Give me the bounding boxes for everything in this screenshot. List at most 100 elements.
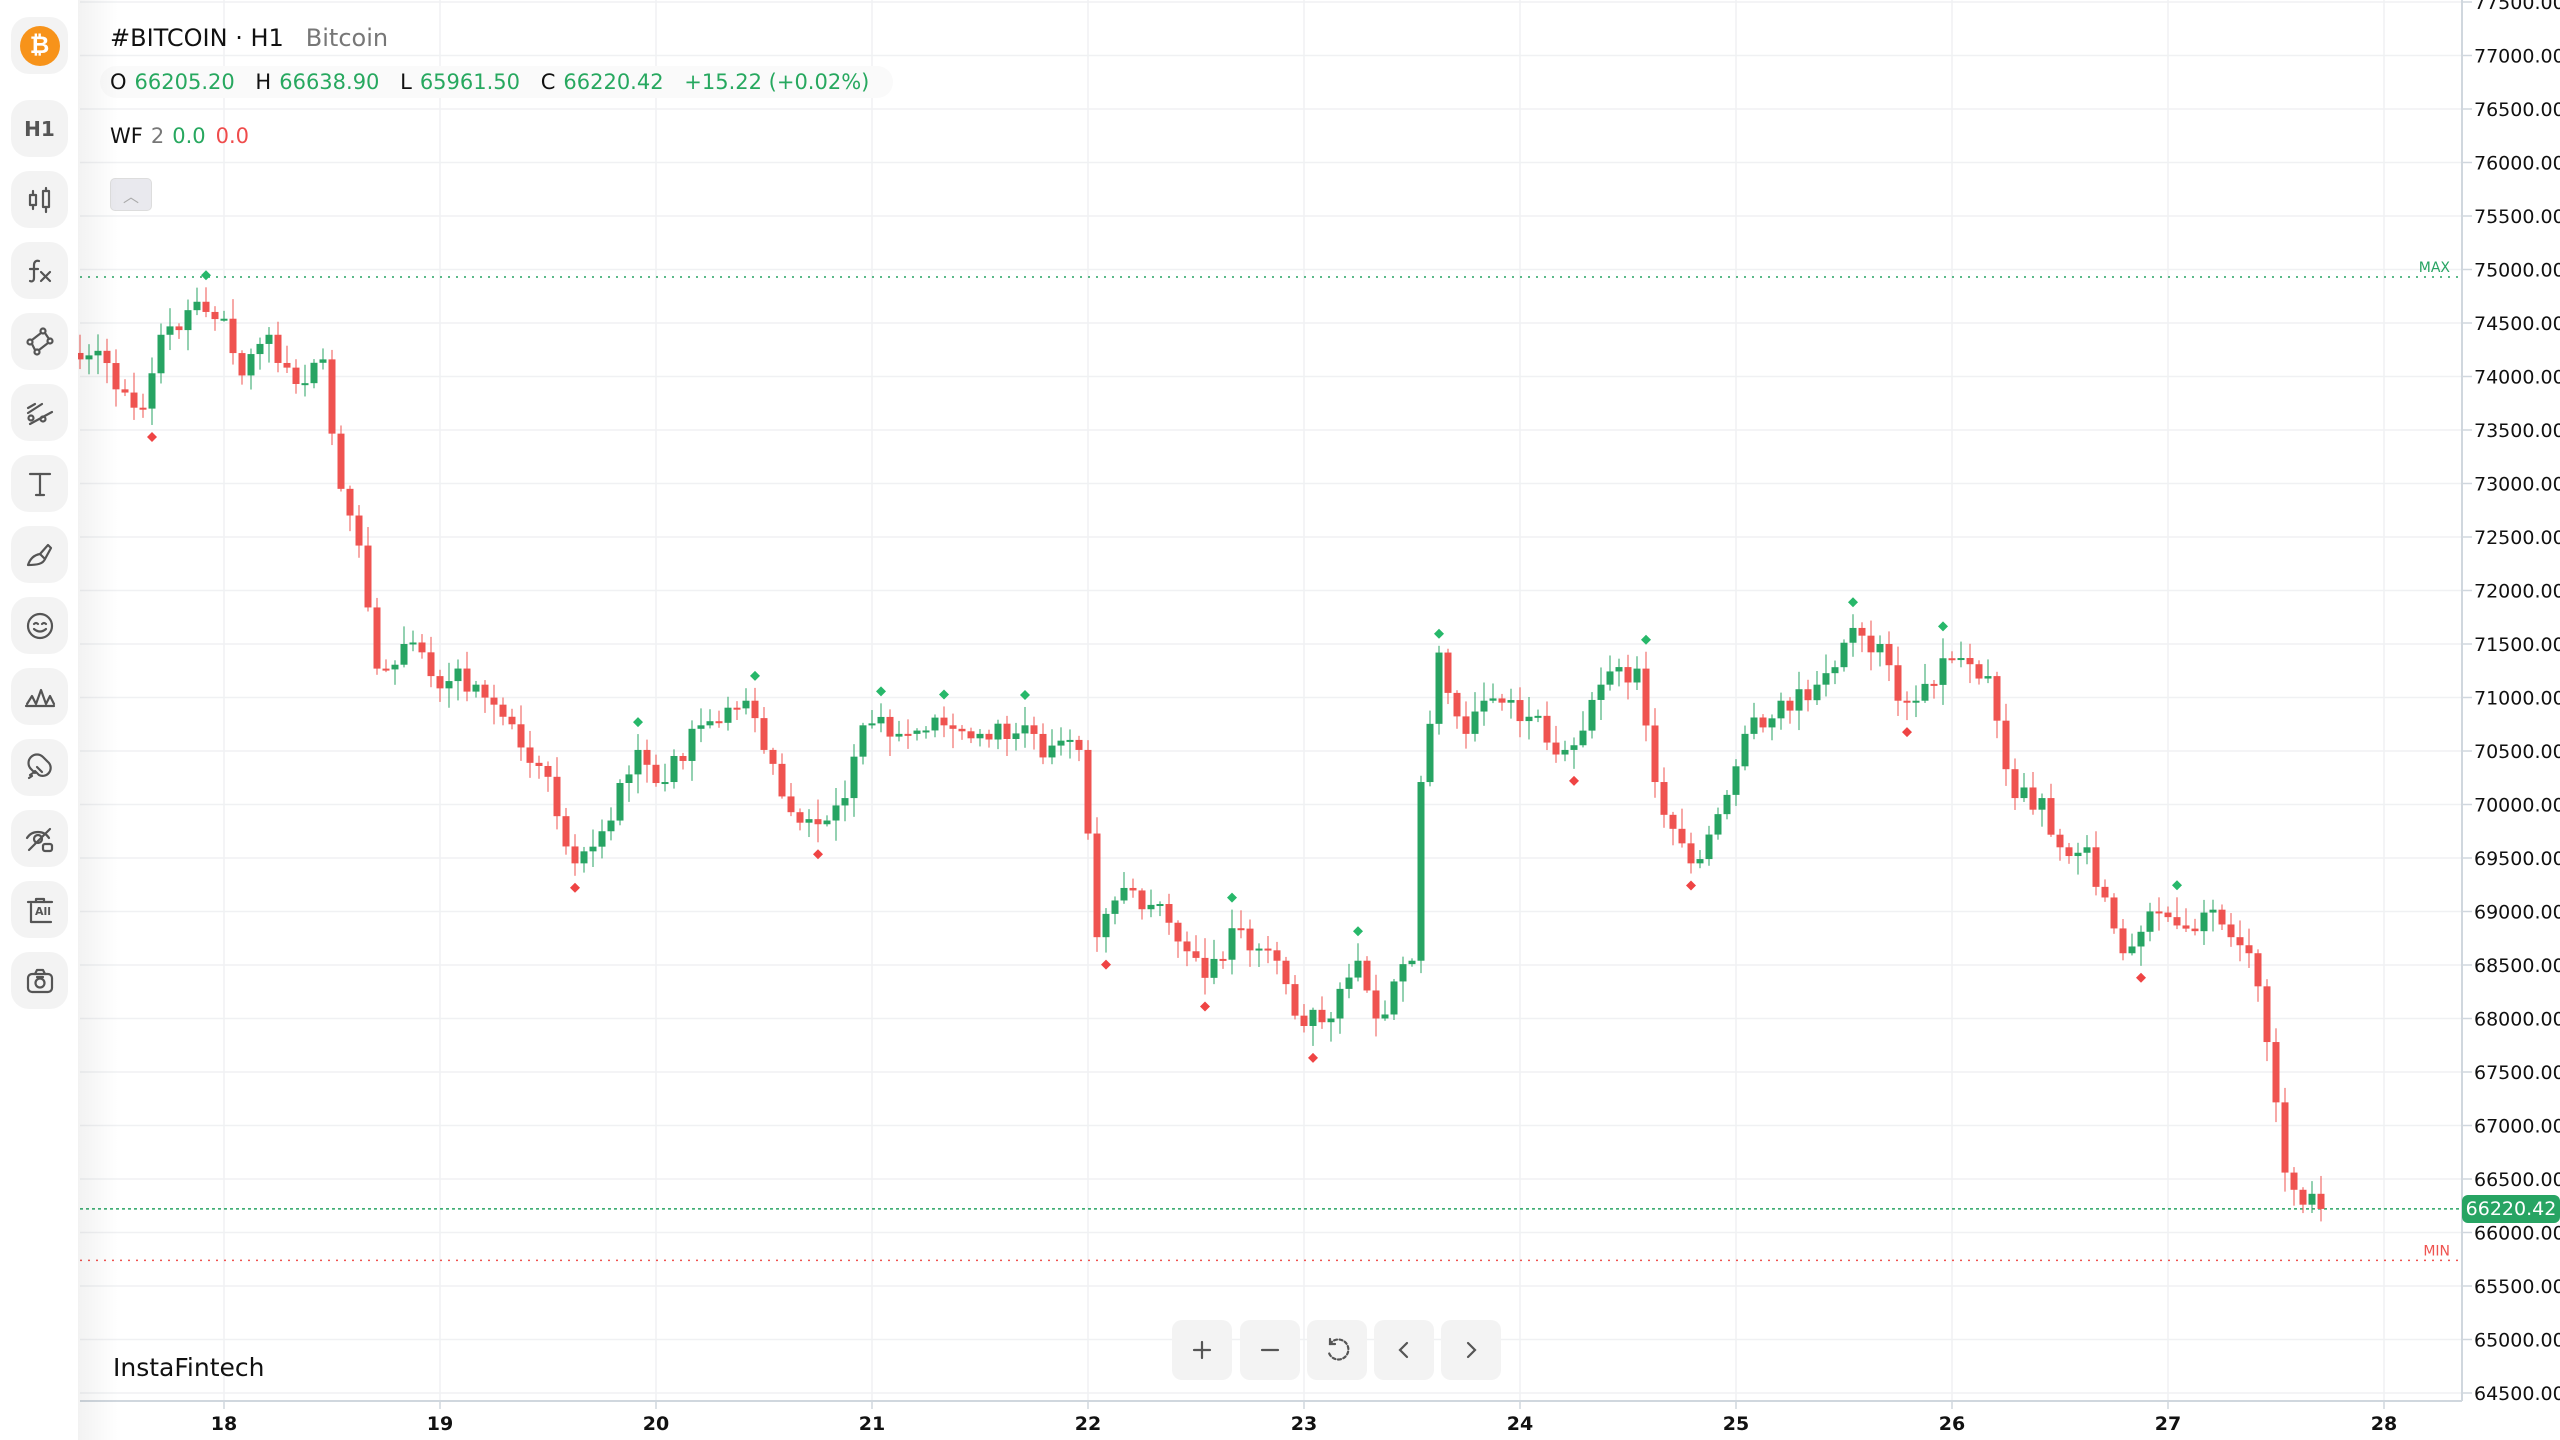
candle-body (715, 721, 723, 724)
scroll-right-button[interactable] (1441, 1320, 1501, 1380)
candle-body (1066, 739, 1074, 742)
candle (1390, 978, 1398, 1020)
candle-body (1552, 742, 1560, 755)
candle (139, 393, 147, 418)
shapes-tool-button[interactable] (11, 313, 68, 370)
candle-body (1318, 1009, 1326, 1023)
candle-body (1120, 887, 1128, 901)
candle (436, 669, 444, 702)
zoom-out-button[interactable] (1240, 1320, 1300, 1380)
candle (1039, 723, 1047, 765)
candle-body (589, 846, 597, 852)
candle (1201, 938, 1209, 995)
candle-body (778, 763, 786, 797)
candle-body (1255, 948, 1263, 951)
candle (967, 727, 975, 744)
candle (1399, 956, 1407, 1002)
candle-body (985, 733, 993, 740)
candle (544, 761, 552, 792)
candle-body (769, 749, 777, 764)
candle (418, 634, 426, 659)
candle-body (805, 819, 813, 823)
candle (1813, 671, 1821, 705)
candle-body (202, 301, 210, 312)
candle-body (2254, 953, 2262, 987)
candle-body (85, 355, 93, 360)
candle (1048, 729, 1056, 765)
candle (1210, 939, 1218, 985)
candle (2101, 879, 2109, 902)
indicator-legend[interactable]: WF 2 0.0 0.0 (110, 124, 249, 148)
collapse-legend-button[interactable]: ︿ (110, 178, 152, 211)
candle (1984, 659, 1992, 684)
symbol-logo-button[interactable]: ₿ (11, 17, 68, 74)
text-tool-button[interactable] (11, 455, 68, 512)
candle-body (1417, 782, 1425, 961)
trend-line-tool-button[interactable] (11, 384, 68, 441)
candle-body (1237, 928, 1245, 931)
screenshot-button[interactable] (11, 952, 68, 1009)
candle-body (1804, 689, 1812, 701)
candle (1435, 645, 1443, 735)
reset-button[interactable] (1307, 1320, 1367, 1380)
candle-body (1615, 667, 1623, 672)
candle (1948, 651, 1956, 664)
candle-body (814, 819, 822, 825)
fractal-up-marker (1020, 689, 1030, 700)
scroll-left-button[interactable] (1374, 1320, 1434, 1380)
hide-drawings-button[interactable] (11, 810, 68, 867)
brush-tool-button[interactable] (11, 526, 68, 583)
timeframe-button[interactable]: H1 (11, 100, 68, 157)
fractal-down-marker (147, 431, 157, 442)
candle-body (1192, 951, 1200, 958)
candle (112, 349, 120, 407)
candle (931, 714, 939, 738)
candle (688, 720, 696, 781)
chevron-left-icon (1398, 1341, 1409, 1359)
candle (166, 308, 174, 351)
emoji-tool-button[interactable] (11, 597, 68, 654)
candle (1237, 910, 1245, 939)
candle-body (535, 762, 543, 766)
candle-body (2182, 925, 2190, 929)
candle-body (1399, 964, 1407, 982)
candle-body (499, 704, 507, 717)
candle (1057, 727, 1065, 756)
camera-icon (26, 968, 53, 993)
candle-body (382, 668, 390, 671)
chart-type-button[interactable] (11, 171, 68, 228)
candle (850, 744, 858, 817)
candle (589, 829, 597, 867)
patterns-tool-button[interactable] (11, 668, 68, 725)
candle-body (1912, 700, 1920, 703)
candle-body (760, 718, 768, 750)
candle-body (787, 796, 795, 813)
candle-body (1858, 627, 1866, 636)
time-tick-label: 21 (859, 1413, 885, 1435)
candle (1543, 701, 1551, 751)
candle-body (868, 723, 876, 726)
candle (1831, 660, 1839, 685)
fractal-up-marker (1227, 892, 1237, 903)
zoom-in-button[interactable] (1172, 1320, 1232, 1380)
candle-body (1165, 904, 1173, 923)
candle-body (1561, 749, 1569, 755)
candle-body (1030, 725, 1038, 734)
candle-body (1786, 700, 1794, 711)
candle (1921, 663, 1929, 703)
candle (1471, 692, 1479, 742)
delete-all-button[interactable]: All (11, 881, 68, 938)
candle (2263, 979, 2271, 1062)
high-value: 66638.90 (279, 70, 380, 94)
candle (373, 597, 381, 675)
candle (265, 327, 273, 363)
candle-body (1246, 928, 1254, 951)
candle-body (2083, 847, 2091, 853)
candlestick-icon (28, 186, 50, 213)
indicators-button[interactable] (11, 242, 68, 299)
magnet-button[interactable] (11, 739, 68, 796)
candle (76, 334, 84, 370)
last-price-tag: 66220.42 (2462, 1194, 2560, 1223)
candle-body (220, 318, 228, 321)
